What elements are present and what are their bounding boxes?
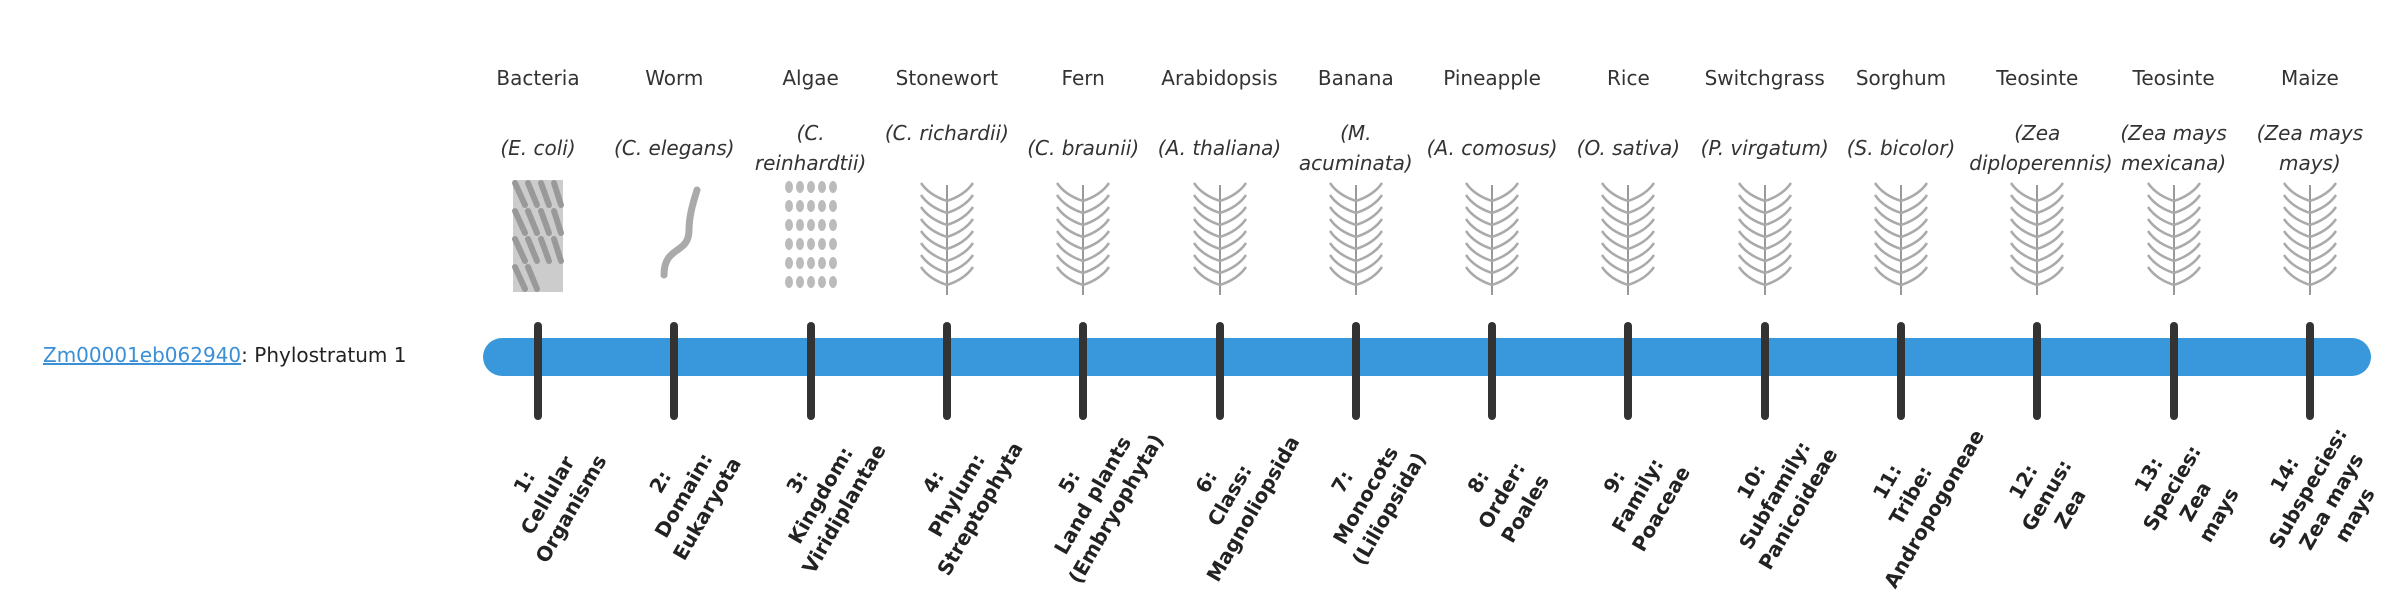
organism-common-name: Pineapple: [1443, 66, 1541, 90]
phylostratum-level-label: 8: Order: Poales: [1417, 388, 1587, 602]
timeline-tick: [670, 322, 679, 420]
switchgrass-icon: [1710, 175, 1820, 297]
phylostratum-level-label: 6: Class: Magnoliopsida: [1144, 388, 1314, 602]
organism-common-name: Banana: [1317, 66, 1394, 90]
fern-icon: [1028, 175, 1138, 297]
banana-icon: [1301, 175, 1411, 297]
phylostratum-level-label: 13: Species: Zea mays: [2087, 381, 2281, 608]
phylostratum-text: : Phylostratum 1: [241, 343, 407, 367]
organism-common-name: Fern: [1061, 66, 1105, 90]
organism-common-name: Sorghum: [1855, 66, 1947, 90]
timeline-tick: [1215, 322, 1224, 420]
phylostratum-level-label: 10: Subfamily: Panicoideae: [1690, 388, 1860, 602]
organism-common-name: Stonewort: [895, 66, 999, 90]
gene-phylostratum-label: Zm00001eb062940: Phylostratum 1: [43, 343, 406, 367]
organism-scientific-name: (A. thaliana): [1157, 136, 1282, 160]
organism-common-name: Worm: [645, 66, 704, 90]
organism-scientific-name: (M. acuminata): [1298, 121, 1413, 175]
organism-scientific-name: (C. braunii): [1027, 136, 1140, 160]
arabidopsis-icon: [1165, 175, 1275, 297]
timeline-tick: [1897, 322, 1905, 420]
gene-id-link[interactable]: Zm00001eb062940: [43, 343, 242, 367]
timeline-tick: [1488, 322, 1497, 420]
phylostratum-level-label: 12: Genus: Zea: [1962, 388, 2132, 602]
algae-icon: [756, 175, 866, 297]
timeline-tick: [806, 322, 815, 420]
organism-common-name: Switchgrass: [1704, 66, 1825, 90]
organism-common-name: Arabidopsis: [1161, 66, 1278, 90]
rice-icon: [1573, 175, 1683, 297]
timeline-tick: [1624, 322, 1633, 420]
teosinte-icon: [2119, 175, 2229, 297]
timeline-bar: [483, 338, 2371, 376]
timeline-tick: [2033, 322, 2042, 420]
pineapple-icon: [1437, 175, 1547, 297]
timeline-tick: [1079, 322, 1088, 420]
phylostratum-level-label: 11: Tribe: Andropogoneae: [1826, 388, 1996, 602]
organism-common-name: Teosinte: [2132, 66, 2215, 90]
organism-scientific-name: (C. elegans): [614, 136, 735, 160]
organism-scientific-name: (C. reinhardtii): [754, 121, 867, 175]
timeline-tick: [1351, 322, 1360, 420]
bacteria-icon: [483, 175, 593, 297]
timeline-tick: [2305, 322, 2314, 420]
organism-scientific-name: (Zea mays mays): [2256, 121, 2364, 175]
phylostratum-level-label: 2: Domain: Eukaryota: [599, 388, 769, 602]
organism-common-name: Bacteria: [496, 66, 580, 90]
organism-common-name: Teosinte: [1996, 66, 2079, 90]
timeline-tick: [2169, 322, 2178, 420]
phylostratum-level-label: 3: Kingdom: Viridiplantae: [736, 388, 906, 602]
phylostratum-level-label: 1: Cellular Organisms: [463, 388, 633, 602]
maize-icon: [2255, 175, 2365, 297]
organism-scientific-name: (S. bicolor): [1846, 136, 1956, 160]
organism-scientific-name: (O. sativa): [1576, 136, 1681, 160]
timeline-tick: [1760, 322, 1769, 420]
phylostratum-level-label: 9: Family: Poaceae: [1553, 388, 1723, 602]
sorghum-icon: [1846, 175, 1956, 297]
organism-common-name: Rice: [1607, 66, 1650, 90]
organism-scientific-name: (Zea mays mexicana): [2120, 121, 2227, 175]
stonewort-icon: [892, 175, 1002, 297]
organism-scientific-name: (A. comosus): [1426, 136, 1558, 160]
organism-common-name: Maize: [2280, 66, 2339, 90]
phylostratum-level-label: 7: Monocots (Liliopsida): [1281, 388, 1451, 602]
worm-icon: [619, 175, 729, 297]
organism-scientific-name: (Zea diploperennis): [1969, 121, 2113, 175]
teosinte-icon: [1982, 175, 2092, 297]
organism-scientific-name: (C. richardii): [884, 121, 1009, 145]
organism-scientific-name: (P. virgatum): [1700, 136, 1829, 160]
phylostratum-level-label: 4: Phylum: Streptophyta: [872, 388, 1042, 602]
timeline-tick: [534, 322, 542, 420]
phylostratum-level-label: 5: Land plants (Embryophyta): [1008, 388, 1178, 602]
organism-common-name: Algae: [782, 66, 839, 90]
phylostratum-level-label: 14: Subspecies: Zea mays mays: [2223, 381, 2400, 608]
organism-scientific-name: (E. coli): [500, 136, 576, 160]
timeline-tick: [942, 322, 951, 420]
